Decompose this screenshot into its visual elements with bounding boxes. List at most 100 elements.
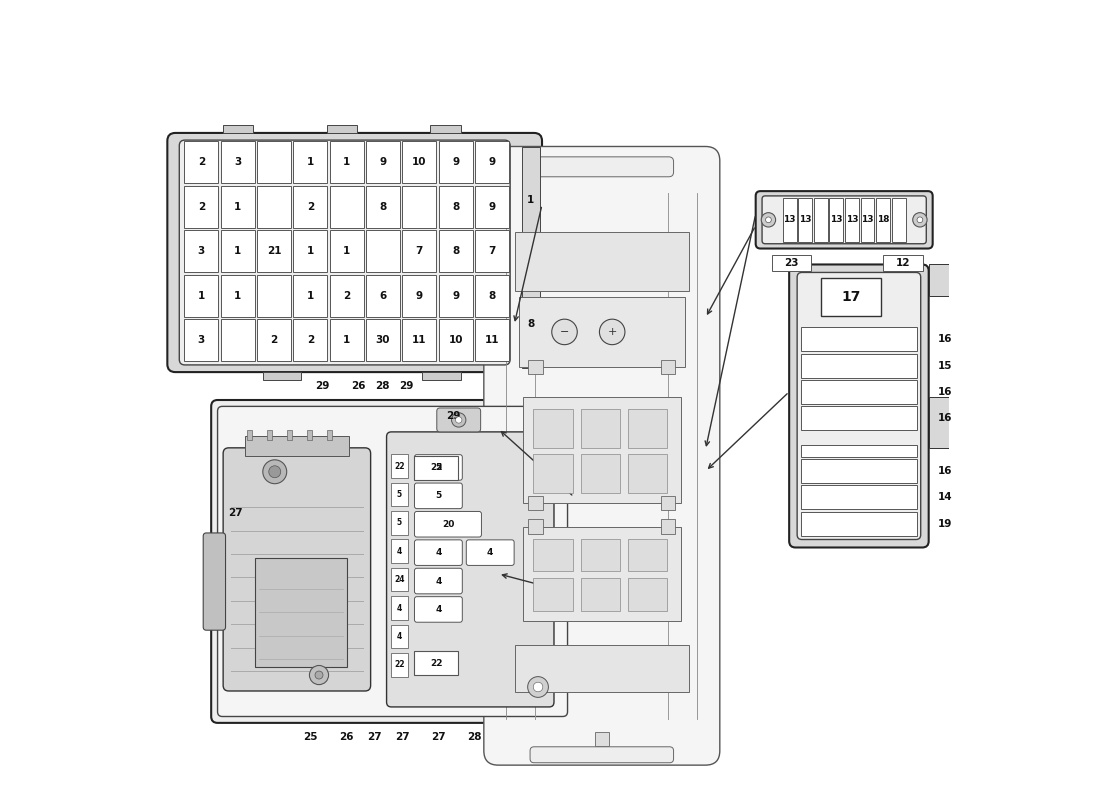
Bar <box>928 265 948 296</box>
Bar <box>390 454 408 478</box>
Text: 8: 8 <box>379 202 387 212</box>
Bar <box>257 319 292 362</box>
FancyBboxPatch shape <box>762 196 926 244</box>
Bar <box>581 409 619 447</box>
Text: 8: 8 <box>452 246 460 256</box>
Bar <box>661 519 675 534</box>
Text: 16: 16 <box>938 466 953 476</box>
Bar <box>801 445 916 457</box>
Bar <box>403 319 437 362</box>
Bar <box>294 230 328 272</box>
Text: 13: 13 <box>830 215 843 224</box>
Bar <box>248 430 252 440</box>
Text: 12: 12 <box>895 258 911 268</box>
FancyBboxPatch shape <box>484 146 719 765</box>
Text: 26: 26 <box>351 381 366 390</box>
Text: 27: 27 <box>367 732 382 742</box>
Bar <box>534 538 573 571</box>
Text: 1: 1 <box>307 291 314 301</box>
Bar <box>330 319 364 362</box>
Text: 9: 9 <box>379 158 386 167</box>
Circle shape <box>309 666 329 685</box>
Text: 29: 29 <box>399 381 414 390</box>
Text: 3: 3 <box>198 246 205 256</box>
Bar <box>845 198 859 242</box>
Bar <box>257 274 292 317</box>
FancyBboxPatch shape <box>798 273 921 539</box>
Bar <box>628 409 667 447</box>
FancyBboxPatch shape <box>437 408 481 432</box>
Bar <box>439 230 473 272</box>
Bar <box>799 198 812 242</box>
FancyBboxPatch shape <box>789 265 928 547</box>
Bar <box>519 297 684 367</box>
Bar <box>294 142 328 183</box>
Text: 2: 2 <box>343 291 350 301</box>
Bar <box>475 319 509 362</box>
Bar <box>390 539 408 563</box>
FancyBboxPatch shape <box>218 406 568 717</box>
FancyBboxPatch shape <box>415 540 462 566</box>
Bar <box>528 519 542 534</box>
Bar <box>330 274 364 317</box>
Text: 5: 5 <box>397 490 401 499</box>
Bar <box>287 430 292 440</box>
Bar <box>515 645 689 692</box>
Text: 16: 16 <box>938 387 953 397</box>
Text: 4: 4 <box>436 605 441 614</box>
Text: −: − <box>560 327 569 337</box>
Circle shape <box>451 413 466 427</box>
Text: 7: 7 <box>488 246 496 256</box>
Text: 14: 14 <box>938 492 953 502</box>
Text: 2: 2 <box>307 335 314 346</box>
Bar <box>883 255 923 271</box>
Bar <box>267 430 272 440</box>
Bar <box>581 538 619 571</box>
Text: 4: 4 <box>487 548 494 557</box>
Bar <box>534 578 573 610</box>
FancyBboxPatch shape <box>204 533 226 630</box>
Text: 27: 27 <box>431 732 446 742</box>
Bar <box>534 454 573 493</box>
Circle shape <box>917 217 923 222</box>
Bar <box>430 125 461 133</box>
Bar <box>330 230 364 272</box>
Text: 5: 5 <box>436 463 441 472</box>
Text: 2: 2 <box>198 202 205 212</box>
Bar <box>522 263 540 368</box>
Text: 22: 22 <box>394 660 405 670</box>
Bar <box>528 360 542 374</box>
Bar <box>522 147 540 258</box>
FancyBboxPatch shape <box>179 140 510 365</box>
Text: 13: 13 <box>799 215 812 224</box>
Bar <box>628 454 667 493</box>
Bar <box>366 142 400 183</box>
Circle shape <box>552 319 578 345</box>
Bar <box>524 397 681 503</box>
Bar <box>366 230 400 272</box>
Bar <box>581 578 619 610</box>
Bar <box>661 496 675 510</box>
Bar <box>628 578 667 610</box>
Bar <box>294 274 328 317</box>
Text: 4: 4 <box>397 632 401 641</box>
Bar <box>403 142 437 183</box>
Bar <box>771 255 812 271</box>
FancyBboxPatch shape <box>530 157 673 177</box>
Bar <box>221 186 255 228</box>
Bar <box>390 596 408 620</box>
Bar <box>307 430 311 440</box>
Bar <box>221 230 255 272</box>
Text: 5: 5 <box>436 491 441 500</box>
Text: 29: 29 <box>447 411 461 421</box>
FancyBboxPatch shape <box>167 133 542 372</box>
Text: 17: 17 <box>842 290 860 304</box>
Bar <box>221 142 255 183</box>
Bar <box>534 409 573 447</box>
Bar <box>595 732 609 746</box>
Bar <box>185 142 219 183</box>
Text: 8: 8 <box>488 291 496 301</box>
Text: 13: 13 <box>861 215 873 224</box>
Text: 1: 1 <box>307 246 314 256</box>
Text: 16: 16 <box>938 414 953 423</box>
